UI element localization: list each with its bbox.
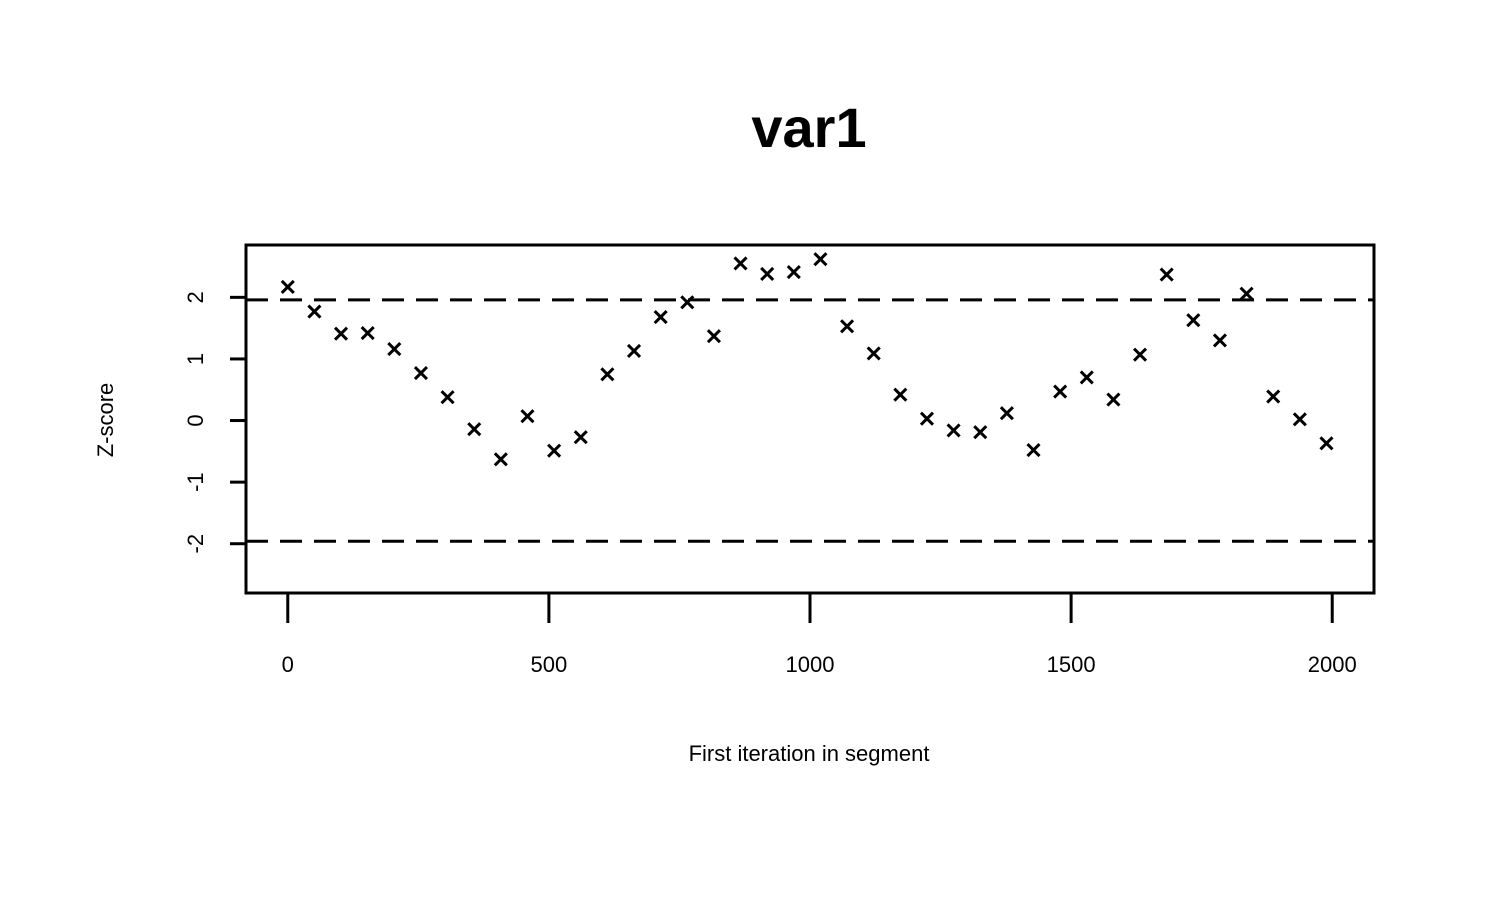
data-point bbox=[360, 326, 375, 341]
x-axis-label: First iteration in segment bbox=[689, 741, 930, 766]
data-point bbox=[1053, 384, 1068, 399]
data-point bbox=[760, 266, 775, 282]
data-point bbox=[467, 422, 482, 437]
x-tick-label: 500 bbox=[531, 652, 568, 677]
data-point bbox=[1292, 412, 1307, 427]
data-point bbox=[840, 319, 855, 334]
data-point bbox=[653, 310, 668, 325]
data-point bbox=[493, 452, 508, 467]
data-point bbox=[1239, 286, 1254, 301]
x-tick-label: 1000 bbox=[786, 652, 835, 677]
data-point bbox=[1106, 392, 1121, 407]
y-axis-label: Z-score bbox=[93, 383, 118, 458]
data-point bbox=[1319, 436, 1334, 451]
data-point bbox=[1159, 267, 1174, 282]
data-point bbox=[387, 342, 402, 357]
data-point bbox=[1026, 443, 1041, 458]
chart-title: var1 bbox=[751, 96, 866, 159]
data-point bbox=[919, 411, 935, 426]
x-tick-label: 1500 bbox=[1047, 652, 1096, 677]
data-point bbox=[520, 409, 535, 424]
data-point bbox=[893, 387, 908, 402]
y-tick-label: 1 bbox=[183, 353, 208, 365]
data-point bbox=[440, 390, 455, 405]
y-tick-label: -1 bbox=[183, 472, 208, 492]
data-point bbox=[680, 295, 695, 310]
x-tick-label: 2000 bbox=[1308, 652, 1357, 677]
data-point bbox=[946, 423, 961, 438]
data-points bbox=[280, 252, 1334, 467]
data-point bbox=[1079, 370, 1094, 385]
y-tick-label: 2 bbox=[183, 291, 208, 303]
x-axis: 0 500 1000 1500 2000 bbox=[282, 593, 1357, 677]
x-tick-label: 0 bbox=[282, 652, 294, 677]
data-point bbox=[413, 366, 429, 381]
data-point bbox=[626, 343, 642, 359]
data-point bbox=[1212, 333, 1228, 348]
data-point bbox=[280, 279, 295, 294]
data-point bbox=[733, 256, 748, 271]
data-point bbox=[573, 430, 588, 445]
data-point bbox=[706, 329, 721, 344]
data-point bbox=[786, 265, 801, 280]
data-point bbox=[973, 425, 988, 440]
data-point bbox=[813, 252, 828, 267]
reference-lines bbox=[246, 298, 1374, 543]
data-point bbox=[866, 346, 881, 361]
data-point bbox=[1266, 389, 1281, 404]
y-tick-label: 0 bbox=[183, 414, 208, 426]
data-point bbox=[333, 326, 349, 341]
data-point bbox=[1132, 347, 1148, 362]
data-point bbox=[307, 304, 322, 319]
data-point bbox=[547, 443, 562, 458]
data-point bbox=[600, 367, 615, 382]
data-point bbox=[999, 406, 1014, 421]
data-point bbox=[1186, 313, 1201, 328]
y-axis: -2 -1 0 1 2 bbox=[183, 291, 246, 554]
y-tick-label: -2 bbox=[183, 534, 208, 554]
